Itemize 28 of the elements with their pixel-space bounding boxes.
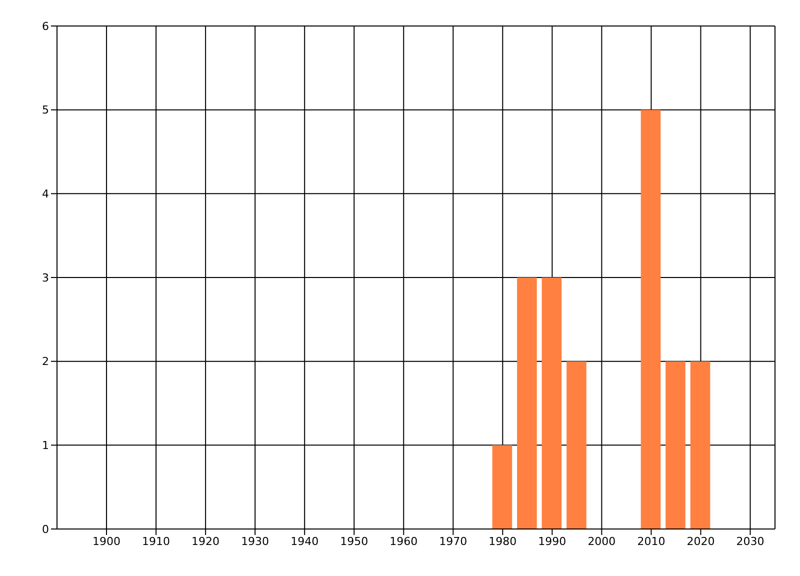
x-tick-label: 1960 bbox=[390, 534, 418, 548]
bar bbox=[492, 445, 512, 529]
x-tick-label: 1900 bbox=[92, 534, 121, 548]
y-tick-label: 2 bbox=[42, 355, 49, 368]
x-tick-label: 2020 bbox=[686, 534, 715, 548]
bar bbox=[517, 278, 537, 529]
bar bbox=[640, 110, 661, 529]
bar bbox=[566, 361, 586, 529]
y-tick-label: 1 bbox=[42, 439, 49, 452]
x-tick-label: 2000 bbox=[588, 534, 616, 548]
bar bbox=[542, 278, 562, 529]
bar bbox=[666, 361, 686, 529]
y-tick-label: 5 bbox=[42, 104, 49, 117]
bar bbox=[690, 361, 710, 529]
x-tick-label: 1980 bbox=[488, 534, 517, 548]
x-tick-label: 1990 bbox=[538, 534, 566, 548]
y-tick-label: 6 bbox=[42, 20, 49, 33]
x-tick-label: 2030 bbox=[736, 534, 764, 548]
y-tick-label: 0 bbox=[42, 522, 49, 536]
y-tick-label: 3 bbox=[42, 271, 49, 284]
x-tick-label: 2010 bbox=[637, 534, 666, 548]
x-tick-label: 1940 bbox=[290, 534, 319, 548]
x-tick-label: 1930 bbox=[241, 534, 270, 548]
x-tick-label: 1920 bbox=[192, 534, 220, 548]
x-tick-label: 1950 bbox=[340, 534, 368, 548]
x-tick-label: 1910 bbox=[142, 534, 170, 548]
y-tick-label: 4 bbox=[42, 188, 49, 201]
x-tick-label: 1970 bbox=[439, 534, 468, 548]
